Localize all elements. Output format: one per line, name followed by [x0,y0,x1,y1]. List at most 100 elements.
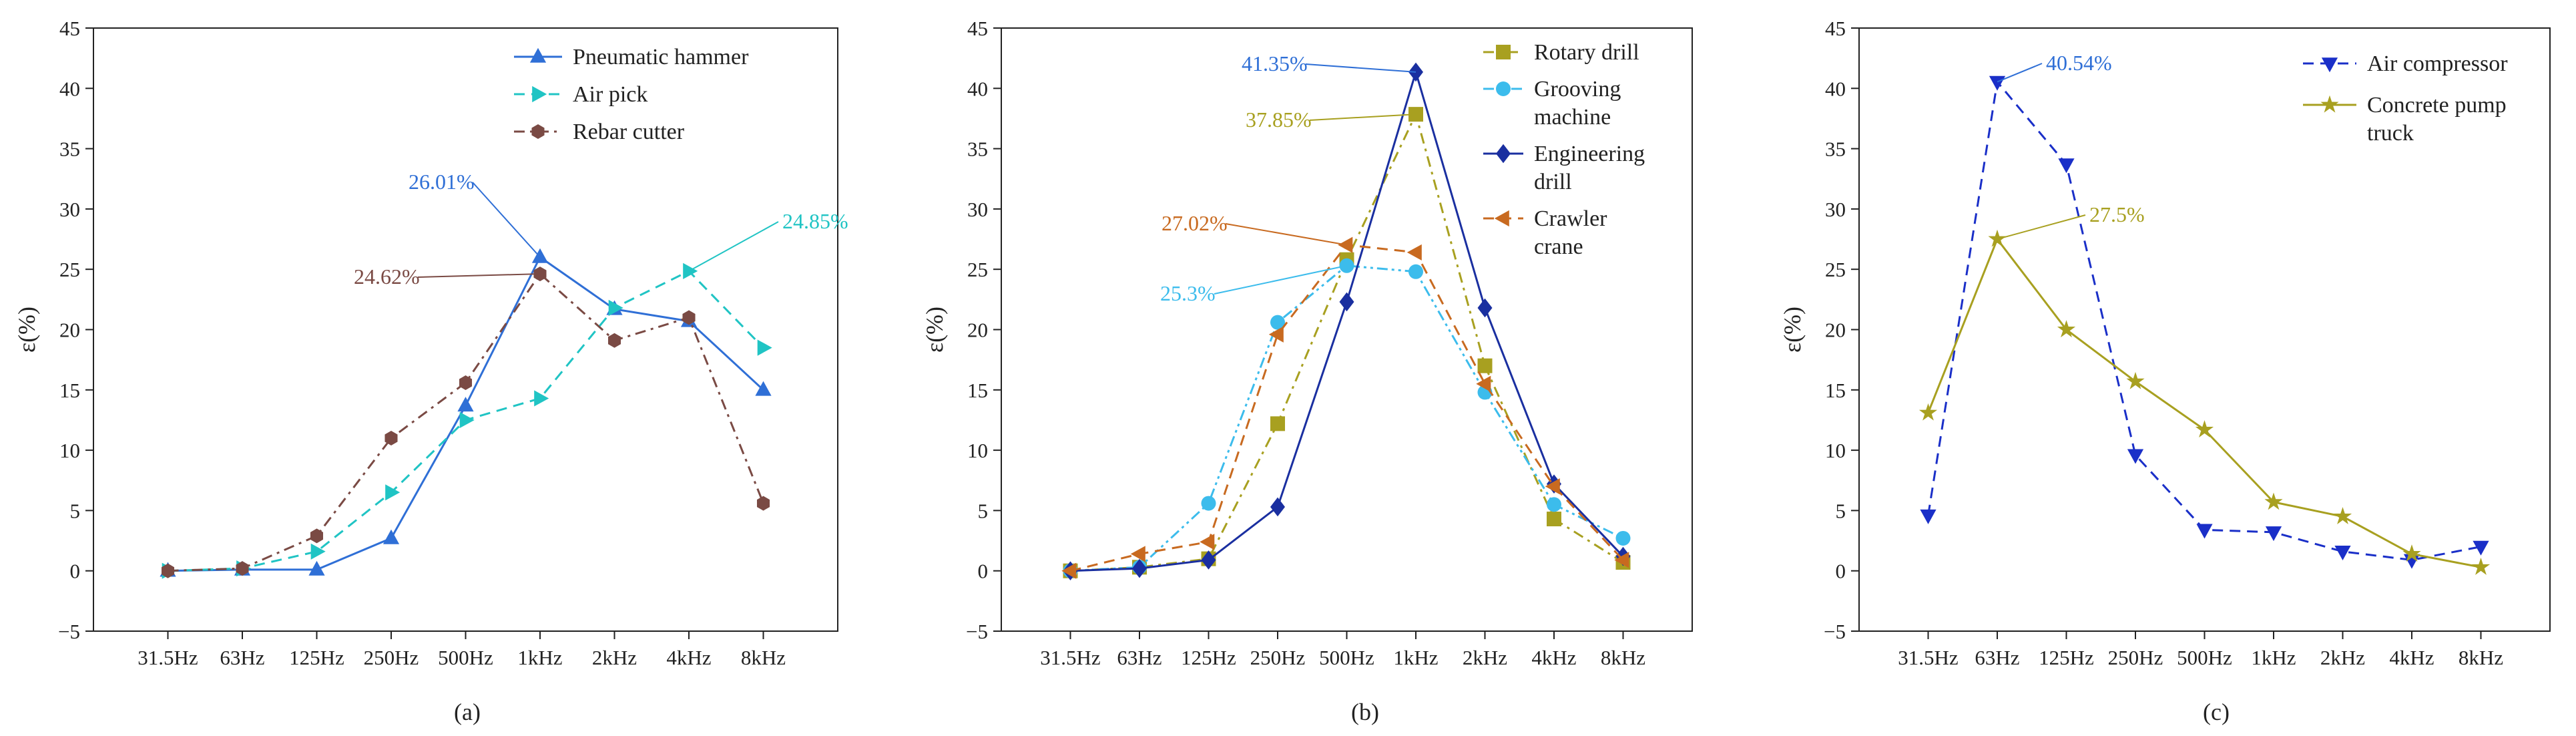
y-tick-label: 35 [967,138,988,161]
x-tick-label: 500Hz [2177,646,2232,669]
chart-panel-2: −5 0 5 10 15 20 25 30 35 40 45 31.5Hz 63Hz 125Hz 250Hz… [1779,17,2551,725]
x-tick-label: 125Hz [1181,646,1236,669]
plot-frame [93,27,838,632]
data-point [310,543,326,560]
y-tick-label: 5 [1836,499,1846,522]
annotation-leader [688,221,779,272]
x-tick-label: 8kHz [741,646,786,669]
y-tick-label: 20 [967,319,988,342]
x-tick-label: 250Hz [364,646,419,669]
x-tick-label: 1kHz [517,646,562,669]
data-point [1268,326,1284,343]
data-point [755,381,772,396]
y-axis-label: ε(%) [1779,307,1806,353]
x-tick-label: 250Hz [2108,646,2163,669]
data-point [2264,492,2283,510]
legend-label: Engineering drill [1534,142,1645,194]
legend-label: Crawler crane [1534,206,1607,259]
chart-panel-1: −5 0 5 10 15 20 25 30 35 40 45 31.5Hz 63Hz 125Hz 250Hz… [921,17,1693,725]
x-tick-label: 4kHz [1531,646,1576,669]
y-tick-label: 0 [1836,560,1846,583]
y-tick-label: 15 [967,379,988,402]
data-point [384,431,398,446]
x-tick-label: 2kHz [592,646,637,669]
data-point [2126,371,2145,389]
legend-marker [1496,45,1511,59]
annotation-label: 27.5% [2089,202,2145,226]
data-point [1132,558,1147,578]
data-point [310,528,324,544]
legend-label: Grooving machine [1534,77,1621,130]
data-point [1201,496,1216,511]
y-tick-label: −5 [966,620,988,643]
data-point [1339,292,1354,312]
data-point [1477,358,1493,373]
annotation-leader [417,273,541,278]
legend-label: Concrete pump truck [2367,93,2507,146]
panel-caption: (a) [454,699,481,725]
data-point [2473,540,2489,556]
data-point [459,375,473,390]
y-tick-label: 15 [1825,379,1846,402]
data-point [1545,478,1560,495]
x-tick-label: 250Hz [1250,646,1306,669]
data-point [607,333,621,348]
x-tick-label: 4kHz [2389,646,2434,669]
y-tick-label: 0 [978,560,989,583]
y-axis-label: ε(%) [13,307,40,353]
data-point [2402,544,2421,562]
x-tick-label: 31.5Hz [138,646,198,669]
legend-label: Rotary drill [1534,40,1639,65]
series-line [168,255,764,572]
annotation-label: 41.35% [1242,51,1308,75]
legend-marker [529,47,547,63]
x-tick-label: 8kHz [1601,646,1645,669]
annotation-label: 27.02% [1162,211,1228,235]
data-point [161,563,175,578]
series-line [1927,79,2481,561]
data-point [2195,420,2214,437]
data-point [382,529,400,544]
data-point [2333,507,2352,524]
y-tick-label: 35 [1825,138,1846,161]
series-line [1070,264,1624,572]
data-point [2057,320,2076,338]
data-point [1270,315,1285,330]
legend-marker [1496,81,1511,96]
legend-marker [1496,144,1511,164]
data-point [1477,298,1493,318]
y-tick-label: 30 [59,198,80,221]
series-air-pick [162,262,772,579]
data-point [1408,62,1423,82]
series-concrete-pump-truck [1918,229,2491,575]
annotation-label: 40.54% [2046,51,2112,75]
data-point [608,299,623,317]
data-point [1988,229,2007,247]
data-point [534,390,549,407]
data-point [2058,158,2075,174]
data-point [1408,264,1423,279]
legend: Pneumatic hammer Air pick Rebar cutter [514,45,749,144]
annotation-label: 24.62% [354,264,420,289]
y-tick-label: 45 [1825,17,1846,40]
annotation-label: 37.85% [1246,108,1312,132]
y-tick-label: 30 [967,198,988,221]
series-line [168,272,764,572]
annotation-leader [1225,223,1347,246]
annotation-label: 24.85% [782,209,848,233]
annotation-leader [1309,114,1416,121]
x-tick-label: 63Hz [1117,646,1162,669]
x-tick-label: 1kHz [2251,646,2296,669]
annotation-leader [1305,63,1416,73]
data-point [531,248,549,263]
x-tick-label: 63Hz [220,646,264,669]
y-tick-label: −5 [1824,620,1846,643]
series-engineering-drill [1063,62,1631,580]
data-point [1061,562,1077,579]
legend-label: Air compressor [2367,51,2508,76]
x-tick-label: 125Hz [2039,646,2094,669]
y-tick-label: 30 [1825,198,1846,221]
data-point [2127,449,2144,464]
data-point [682,310,696,325]
y-axis-label: ε(%) [921,307,948,353]
